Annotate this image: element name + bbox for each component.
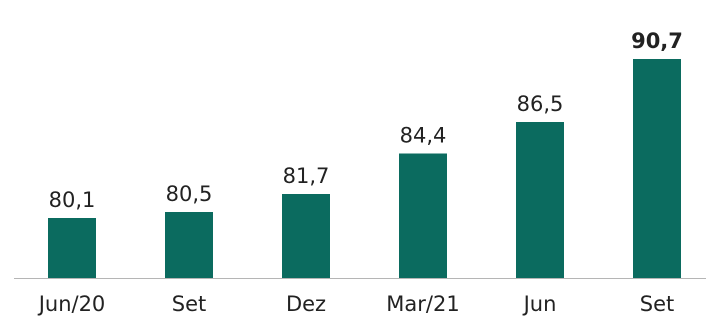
bar-5 xyxy=(633,59,681,278)
x-tick-label-4: Jun xyxy=(522,292,557,316)
x-tick-label-2: Dez xyxy=(286,292,326,316)
bar-4 xyxy=(516,122,564,278)
value-label-4: 86,5 xyxy=(517,92,564,116)
value-labels-layer: 80,1 80,5 81,7 84,4 86,5 90,7 xyxy=(49,29,683,212)
bar-2 xyxy=(282,194,330,278)
x-tick-label-3: Mar/21 xyxy=(386,292,459,316)
bar-3 xyxy=(399,153,447,278)
value-label-2: 81,7 xyxy=(283,164,330,188)
x-tick-label-1: Set xyxy=(172,292,206,316)
value-label-0: 80,1 xyxy=(49,188,96,212)
value-label-3: 84,4 xyxy=(400,124,447,148)
value-label-1: 80,5 xyxy=(166,182,213,206)
bar-1 xyxy=(165,212,213,278)
x-tick-labels: Jun/20 Set Dez Mar/21 Jun Set xyxy=(37,292,675,316)
x-tick-label-0: Jun/20 xyxy=(37,292,106,316)
bar-0 xyxy=(48,218,96,278)
x-tick-label-5: Set xyxy=(640,292,674,316)
bars-layer xyxy=(48,59,681,278)
value-label-5: 90,7 xyxy=(631,29,683,53)
